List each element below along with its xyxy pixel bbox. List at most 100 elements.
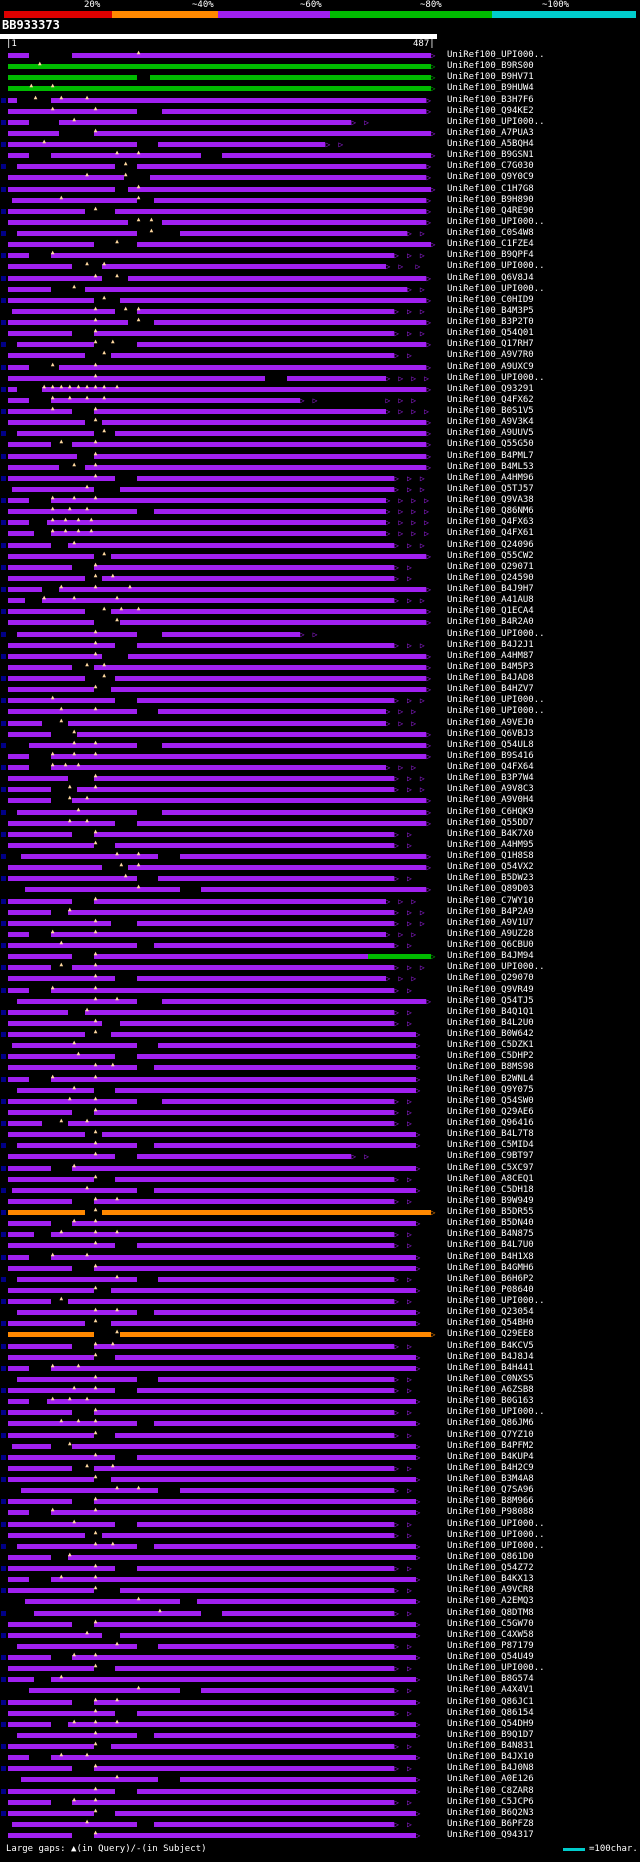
hit-label[interactable]: UniRef100_C5DHP2 [447,1051,534,1062]
hit-label[interactable]: UniRef100_C9BT97 [447,1151,534,1162]
hit-bar[interactable] [16,231,407,236]
hit-label[interactable]: UniRef100_Q5TJ57 [447,483,534,494]
hit-label[interactable]: UniRef100_UPI000.. [447,706,545,717]
hit-bar[interactable] [12,1443,416,1449]
hit-bar[interactable] [8,1354,416,1360]
hit-bar[interactable] [12,197,427,203]
hit-label[interactable]: UniRef100_C5GW70 [447,1618,534,1629]
hit-bar[interactable] [8,1098,395,1104]
hit-bar[interactable] [8,1655,416,1660]
hit-bar[interactable] [8,820,427,826]
hit-label[interactable]: UniRef100_B9H890 [447,194,534,205]
hit-label[interactable]: UniRef100_A2EMQ3 [447,1596,534,1607]
hit-label[interactable]: UniRef100_A9V0H4 [447,795,534,806]
hit-label[interactable]: UniRef100_Q24096 [447,539,534,550]
hit-label[interactable]: UniRef100_B4J9H7 [447,584,534,594]
hit-label[interactable]: UniRef100_A4HM96 [447,472,534,483]
hit-label[interactable]: UniRef100_B0G163 [447,1396,534,1407]
hit-label[interactable]: UniRef100_B4H2C9 [447,1462,534,1473]
hit-bar[interactable] [8,987,395,993]
hit-bar[interactable] [8,119,352,125]
hit-bar[interactable] [8,364,427,370]
hit-label[interactable]: UniRef100_B5DR55 [447,1207,534,1217]
hit-bar[interactable] [8,420,427,426]
hit-bar[interactable] [8,943,395,948]
hit-label[interactable]: UniRef100_Q54Q01 [447,328,534,339]
hit-label[interactable]: UniRef100_B9W949 [447,1195,534,1206]
hit-bar[interactable] [16,431,427,437]
hit-label[interactable]: UniRef100_B9QPF4 [447,250,534,261]
hit-bar[interactable] [25,1599,416,1605]
hit-bar[interactable] [8,97,427,103]
hit-bar[interactable] [12,308,395,314]
hit-label[interactable]: UniRef100_Q55DD7 [447,817,534,828]
hit-bar[interactable] [8,108,427,114]
hit-label[interactable]: UniRef100_B4KX13 [447,1574,534,1585]
hit-label[interactable]: UniRef100_Q6VBJ3 [447,728,534,739]
hit-label[interactable]: UniRef100_UPI000.. [447,50,545,60]
hit-label[interactable]: UniRef100_A9V1U7 [447,917,534,928]
hit-bar[interactable] [8,776,395,782]
hit-label[interactable]: UniRef100_C5DH18 [447,1184,534,1195]
hit-label[interactable]: UniRef100_Q86JM6 [447,1418,534,1429]
hit-label[interactable]: UniRef100_B4L2U0 [447,1017,534,1028]
hit-bar[interactable] [8,397,300,403]
hit-label[interactable]: UniRef100_P08640 [447,1284,534,1295]
hit-bar[interactable] [8,253,395,259]
hit-label[interactable]: UniRef100_B4M5P3 [447,661,534,672]
hit-label[interactable]: UniRef100_Q29EE8 [447,1329,534,1340]
hit-label[interactable]: UniRef100_B0W642 [447,1029,534,1039]
hit-label[interactable]: UniRef100_Q54UL8 [447,739,534,750]
hit-label[interactable]: UniRef100_B4JAD8 [447,673,534,683]
hit-bar[interactable] [29,742,427,748]
hit-bar[interactable] [8,575,395,581]
hit-bar[interactable] [8,842,395,848]
hit-bar[interactable] [8,208,427,214]
hit-label[interactable]: UniRef100_B4Q1Q1 [447,1006,534,1017]
hit-label[interactable]: UniRef100_Q9Y0C9 [447,172,534,183]
hit-label[interactable]: UniRef100_A7PUA3 [447,127,534,138]
hit-bar[interactable] [8,219,427,225]
hit-bar[interactable] [8,1454,416,1460]
hit-label[interactable]: UniRef100_B4J2J1 [447,639,534,650]
hit-bar[interactable] [16,1276,395,1282]
hit-bar[interactable] [8,954,369,960]
hit-bar[interactable] [8,75,431,81]
hit-label[interactable]: UniRef100_B4L7T8 [447,1129,534,1140]
hit-label[interactable]: UniRef100_B4J8J4 [447,1351,534,1362]
hit-bar[interactable] [25,887,427,893]
hit-bar[interactable] [8,898,386,904]
hit-label[interactable]: UniRef100_B9HV71 [447,72,534,83]
hit-label[interactable]: UniRef100_B6PFZ8 [447,1818,534,1829]
hit-label[interactable]: UniRef100_UPI000.. [447,372,545,383]
hit-bar[interactable] [8,1132,416,1138]
hit-bar[interactable] [8,498,386,503]
hit-bar[interactable] [8,1243,395,1249]
hit-bar[interactable] [16,1732,416,1738]
hit-bar[interactable] [8,464,427,470]
hit-bar[interactable] [8,175,427,181]
hit-bar[interactable] [8,275,427,281]
hit-label[interactable]: UniRef100_Q54Z72 [447,1563,534,1573]
hit-label[interactable]: UniRef100_B3M4A8 [447,1474,534,1484]
hit-bar[interactable] [8,1677,416,1683]
hit-bar[interactable] [8,409,386,414]
hit-label[interactable]: UniRef100_Q55G50 [447,439,534,450]
hit-bar[interactable] [8,687,427,693]
hit-label[interactable]: UniRef100_A9V8C3 [447,784,534,795]
hit-label[interactable]: UniRef100_Q6CBU0 [447,940,534,950]
hit-label[interactable]: UniRef100_B4JM94 [447,951,534,962]
hit-bar[interactable] [8,64,431,70]
hit-label[interactable]: UniRef100_C0HID9 [447,294,534,305]
hit-bar[interactable] [20,854,427,859]
hit-bar[interactable] [8,753,427,759]
hit-bar[interactable] [8,1054,416,1060]
hit-bar[interactable] [8,1532,395,1538]
hit-bar[interactable] [8,1666,395,1672]
hit-bar[interactable] [8,1365,416,1371]
hit-bar[interactable] [8,1699,416,1705]
hit-label[interactable]: UniRef100_Q54SW0 [447,1095,534,1106]
hit-label[interactable]: UniRef100_Q7YZ10 [447,1429,534,1440]
hit-label[interactable]: UniRef100_B8G574 [447,1674,534,1685]
hit-label[interactable]: UniRef100_Q86154 [447,1707,534,1718]
